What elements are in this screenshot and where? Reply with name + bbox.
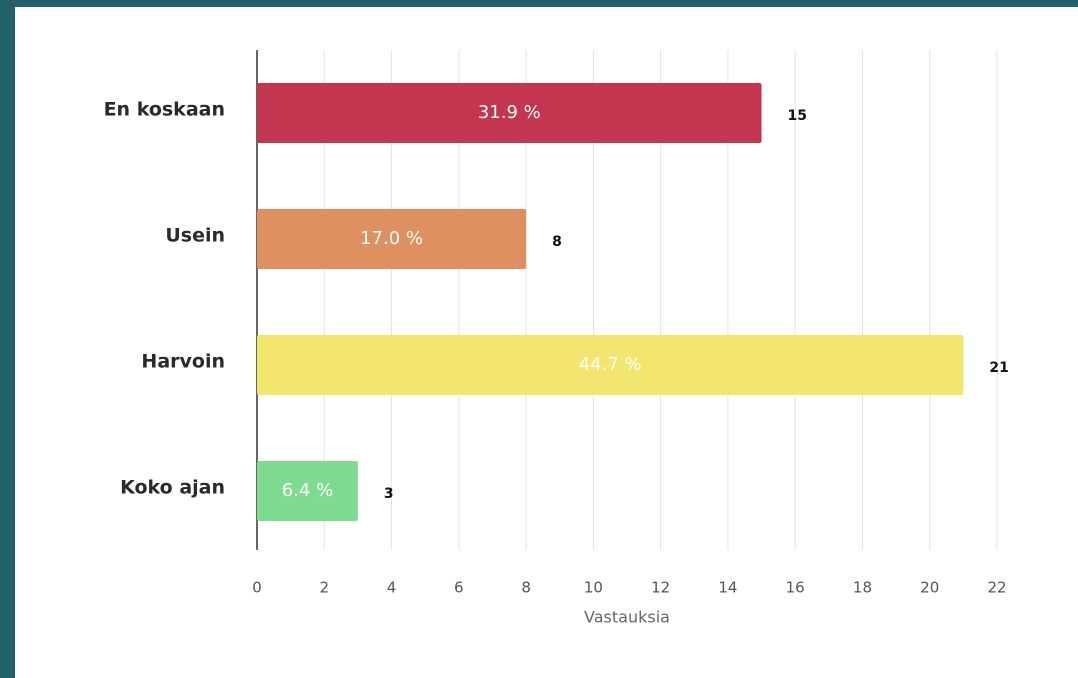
x-tick-label: 10 bbox=[584, 579, 603, 597]
bar-value-label: 21 bbox=[989, 360, 1008, 376]
y-tick-label: Harvoin bbox=[141, 351, 225, 373]
y-tick-label: Koko ajan bbox=[120, 477, 225, 499]
bar-value-label: 3 bbox=[384, 486, 394, 502]
bar-value-label: 15 bbox=[788, 108, 807, 124]
bar-percent-label: 31.9 % bbox=[478, 102, 541, 123]
x-tick-label: 4 bbox=[387, 579, 397, 597]
bar-percent-label: 6.4 % bbox=[282, 480, 333, 501]
y-tick-label: Usein bbox=[165, 225, 225, 247]
x-tick-label: 12 bbox=[651, 579, 670, 597]
x-tick-label: 20 bbox=[920, 579, 939, 597]
x-tick-label: 18 bbox=[853, 579, 872, 597]
x-tick-label: 2 bbox=[319, 579, 329, 597]
x-tick-label: 16 bbox=[786, 579, 805, 597]
x-tick-label: 8 bbox=[521, 579, 531, 597]
bar bbox=[257, 209, 527, 269]
bar-percent-label: 44.7 % bbox=[579, 354, 642, 375]
x-tick-label: 22 bbox=[987, 579, 1006, 597]
bar-percent-label: 17.0 % bbox=[360, 228, 423, 249]
x-tick-label: 0 bbox=[252, 579, 262, 597]
bar bbox=[257, 83, 762, 143]
x-axis-label: Vastauksia bbox=[584, 608, 670, 627]
y-tick-label: En koskaan bbox=[104, 99, 225, 121]
x-tick-label: 14 bbox=[718, 579, 737, 597]
bar bbox=[257, 461, 358, 521]
x-tick-label: 6 bbox=[454, 579, 464, 597]
bar-value-label: 8 bbox=[552, 234, 562, 250]
bar bbox=[257, 335, 964, 395]
